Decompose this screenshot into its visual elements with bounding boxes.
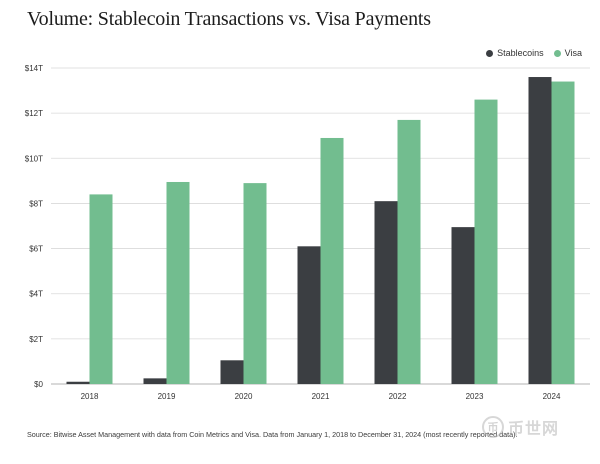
bar-visa — [89, 194, 113, 384]
bar-stablecoins — [297, 246, 321, 384]
legend-swatch-stablecoins — [486, 49, 494, 57]
bar-stablecoins — [220, 360, 244, 384]
watermark-text: 币世网 — [508, 421, 560, 438]
bar-visa — [243, 183, 267, 384]
x-tick-label: 2023 — [466, 392, 484, 401]
bar-stablecoins — [66, 381, 90, 384]
bar-stablecoins — [143, 378, 167, 384]
x-tick-label: 2021 — [312, 392, 330, 401]
watermark-logo: 币 币世网 — [482, 415, 559, 439]
legend-item-stablecoins: Stablecoins — [486, 48, 544, 58]
x-tick-label: 2020 — [235, 392, 253, 401]
bar-visa — [551, 81, 575, 385]
y-tick-label: $8T — [29, 199, 43, 208]
bar-stablecoins — [374, 201, 398, 384]
x-tick-label: 2019 — [158, 392, 176, 401]
watermark-icon: 币 — [482, 416, 504, 438]
legend-label-visa: Visa — [564, 48, 582, 58]
x-tick-label: 2018 — [81, 392, 99, 401]
bar-visa — [320, 137, 344, 384]
source-note: Source: Bitwise Asset Management with da… — [27, 430, 518, 439]
y-tick-label: $14T — [25, 64, 43, 73]
y-tick-label: $0 — [34, 380, 43, 389]
bar-visa — [474, 99, 498, 384]
chart-title: Volume: Stablecoin Transactions vs. Visa… — [27, 8, 431, 30]
bar-stablecoins — [528, 77, 552, 385]
legend-swatch-visa — [553, 49, 561, 57]
x-tick-label: 2024 — [543, 392, 561, 401]
x-tick-label: 2022 — [389, 392, 407, 401]
y-tick-label: $4T — [29, 290, 43, 299]
legend-item-visa: Visa — [553, 48, 582, 58]
legend-label-stablecoins: Stablecoins — [497, 48, 544, 58]
y-tick-label: $10T — [25, 154, 43, 163]
y-tick-label: $6T — [29, 245, 43, 254]
bar-visa — [166, 181, 190, 384]
bar-visa — [397, 119, 421, 385]
bar-stablecoins — [451, 227, 475, 384]
legend: Stablecoins Visa — [486, 48, 582, 58]
y-tick-label: $12T — [25, 109, 43, 118]
y-tick-label: $2T — [29, 335, 43, 344]
